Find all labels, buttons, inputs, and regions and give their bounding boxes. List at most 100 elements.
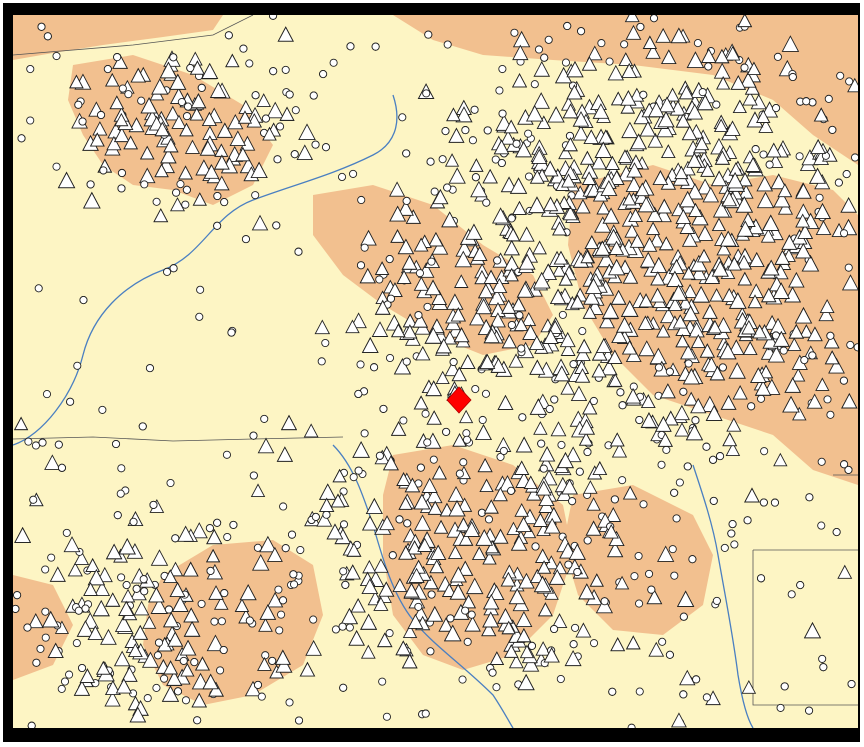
triangle-marker [154,163,169,178]
triangle-marker [405,209,421,224]
circle-marker [635,415,644,425]
triangle-marker [305,639,322,656]
circle-marker [515,311,524,320]
triangle-marker [685,423,704,441]
triangle-marker [795,242,812,259]
circle-marker [524,172,534,181]
circle-marker [776,703,785,712]
triangle-marker [607,349,623,364]
triangle-marker [605,228,623,245]
circle-marker [423,438,432,447]
circle-marker [819,663,828,672]
triangle-marker [515,436,533,453]
triangle-marker [726,256,742,271]
triangle-marker [49,566,66,582]
triangle-marker [679,669,696,686]
triangle-marker [536,115,551,130]
circle-marker [379,404,388,413]
triangle-marker [194,656,210,671]
circle-marker [458,675,467,684]
triangle-marker [251,214,269,231]
triangle-marker [824,350,840,365]
circle-marker [507,214,516,223]
circle-marker [245,59,254,68]
circle-marker [834,178,843,187]
map-canvas[interactable] [13,15,858,728]
circle-marker [160,674,169,683]
triangle-marker [225,53,240,68]
circle-marker [771,104,781,113]
triangle-marker [705,404,723,421]
triangle-marker [209,81,227,98]
circle-marker [828,125,837,134]
triangle-marker [598,129,614,144]
triangle-marker [608,373,623,387]
triangle-marker [493,139,510,155]
circle-marker [137,96,146,105]
triangle-marker [675,333,690,348]
triangle-marker [622,191,637,206]
circle-marker [850,153,858,162]
circle-marker [563,21,572,31]
triangle-marker [229,130,247,147]
triangle-marker [602,207,620,224]
triangle-marker [791,368,806,382]
triangle-marker [482,168,498,184]
circle-marker [605,57,614,66]
triangle-marker [724,120,741,136]
circle-marker [402,196,411,205]
triangle-marker [716,241,732,256]
triangle-marker [83,581,98,596]
triangle-marker [340,607,359,625]
triangle-marker [352,441,370,458]
triangle-marker [553,365,571,382]
circle-marker [338,622,347,631]
circle-marker [62,528,71,537]
triangle-marker [206,548,221,563]
triangle-marker [688,321,705,338]
triangle-marker [83,191,101,209]
triangle-marker [456,517,471,532]
triangle-marker [133,600,150,616]
circle-marker [488,668,497,677]
circle-marker [483,126,492,135]
circle-marker [321,143,331,152]
triangle-marker [657,545,675,562]
triangle-marker [760,228,776,243]
triangle-marker [89,132,105,147]
triangle-marker [533,421,548,435]
circle-marker [181,200,190,209]
circle-marker [260,414,269,423]
triangle-marker [512,200,527,215]
triangle-marker [586,497,601,511]
circle-marker [712,100,721,109]
triangle-marker [608,170,625,185]
circle-marker [321,338,330,348]
circle-marker [568,497,577,506]
triangle-marker [492,486,508,502]
circle-marker [665,367,674,376]
circle-marker [840,460,849,469]
triangle-marker [618,52,634,66]
triangle-marker [404,477,421,493]
circle-marker [113,53,122,62]
triangle-marker [551,613,568,629]
circle-marker [583,536,592,545]
circle-marker [274,585,283,594]
circle-marker [229,520,238,529]
circle-marker [177,97,186,107]
triangle-marker [575,198,591,214]
triangle-marker [732,99,747,113]
triangle-marker [774,249,791,265]
triangle-marker [736,220,754,237]
circle-marker [195,312,204,321]
triangle-marker [650,256,668,274]
triangle-marker [14,526,32,543]
triangle-marker [714,150,731,165]
triangle-marker [621,339,638,355]
triangle-marker [686,152,703,168]
highlight-marker[interactable] [446,386,472,414]
triangle-marker [551,263,567,277]
triangle-marker [595,337,612,354]
triangle-marker [559,331,576,348]
